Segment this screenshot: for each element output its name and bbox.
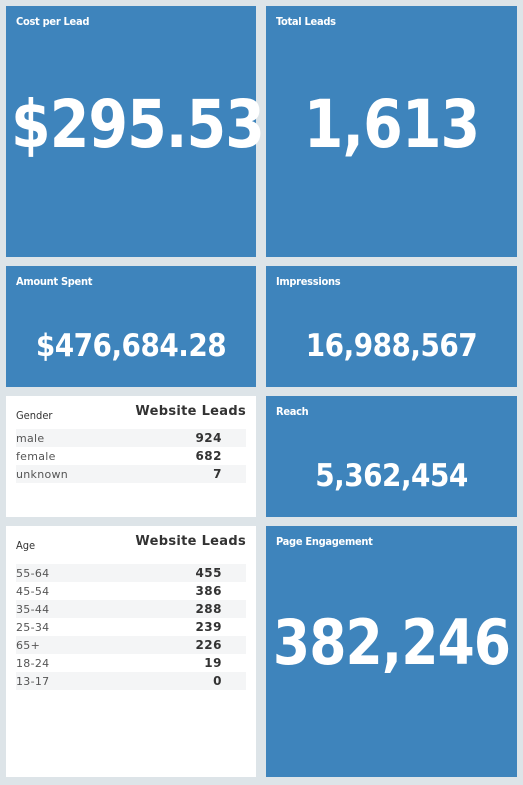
tile-title: Reach xyxy=(276,405,309,418)
row-value: 239 xyxy=(195,620,222,634)
table-row: unknown 7 xyxy=(16,465,246,483)
row-value: 7 xyxy=(213,467,222,481)
tile-title: Amount Spent xyxy=(16,275,93,288)
column-header-website-leads: Website Leads xyxy=(135,534,246,549)
amount-spent-tile: Amount Spent $476,684.28 xyxy=(6,266,256,387)
row-label: 65+ xyxy=(16,639,41,652)
table-body: male 924 female 682 unknown 7 xyxy=(16,429,246,483)
row-value: 455 xyxy=(195,566,222,580)
cost-per-lead-tile: Cost per Lead $295.53 xyxy=(6,6,265,257)
table-row: female 682 xyxy=(16,447,246,465)
table-body: 55-64 455 45-54 386 35-44 288 25-34 239 … xyxy=(16,564,246,690)
tile-value: 5,362,454 xyxy=(315,458,468,494)
tile-title: Page Engagement xyxy=(276,535,373,548)
row-label: male xyxy=(16,432,45,445)
reach-tile: Reach 5,362,454 xyxy=(266,396,517,517)
column-header-gender: Gender xyxy=(16,409,53,422)
row-value: 386 xyxy=(195,584,222,598)
row-label: female xyxy=(16,450,56,463)
row-value: 0 xyxy=(213,674,222,688)
tile-title: Impressions xyxy=(276,275,341,288)
table-row: 25-34 239 xyxy=(16,618,246,636)
gender-leads-table: Gender Website Leads male 924 female 682… xyxy=(6,396,256,517)
row-label: 45-54 xyxy=(16,585,50,598)
tile-value: 1,613 xyxy=(303,86,480,163)
row-label: 13-17 xyxy=(16,675,50,688)
age-leads-table: Age Website Leads 55-64 455 45-54 386 35… xyxy=(6,526,256,777)
row-value: 682 xyxy=(195,449,222,463)
table-row: 18-24 19 xyxy=(16,654,246,672)
row-value: 19 xyxy=(204,656,222,670)
tile-title: Total Leads xyxy=(276,15,336,28)
impressions-tile: Impressions 16,988,567 xyxy=(266,266,517,387)
row-label: 35-44 xyxy=(16,603,50,616)
table-header: Gender Website Leads xyxy=(16,404,246,422)
table-row: 13-17 0 xyxy=(16,672,246,690)
table-header: Age Website Leads xyxy=(16,534,246,552)
total-leads-tile: Total Leads 1,613 xyxy=(266,6,517,257)
tile-title: Cost per Lead xyxy=(16,15,90,28)
table-row: 45-54 386 xyxy=(16,582,246,600)
row-label: unknown xyxy=(16,468,69,481)
tile-value: 16,988,567 xyxy=(305,328,478,364)
table-row: 65+ 226 xyxy=(16,636,246,654)
tile-value: 382,246 xyxy=(272,606,511,679)
row-label: 18-24 xyxy=(16,657,50,670)
table-row: 55-64 455 xyxy=(16,564,246,582)
table-row: male 924 xyxy=(16,429,246,447)
tile-value: $295.53 xyxy=(11,86,265,163)
row-label: 55-64 xyxy=(16,567,50,580)
column-header-website-leads: Website Leads xyxy=(135,404,246,419)
tile-value: $476,684.28 xyxy=(35,328,227,364)
page-engagement-tile: Page Engagement 382,246 xyxy=(266,526,517,777)
column-header-age: Age xyxy=(16,539,36,552)
table-row: 35-44 288 xyxy=(16,600,246,618)
row-label: 25-34 xyxy=(16,621,50,634)
row-value: 226 xyxy=(195,638,222,652)
row-value: 288 xyxy=(195,602,222,616)
row-value: 924 xyxy=(195,431,222,445)
